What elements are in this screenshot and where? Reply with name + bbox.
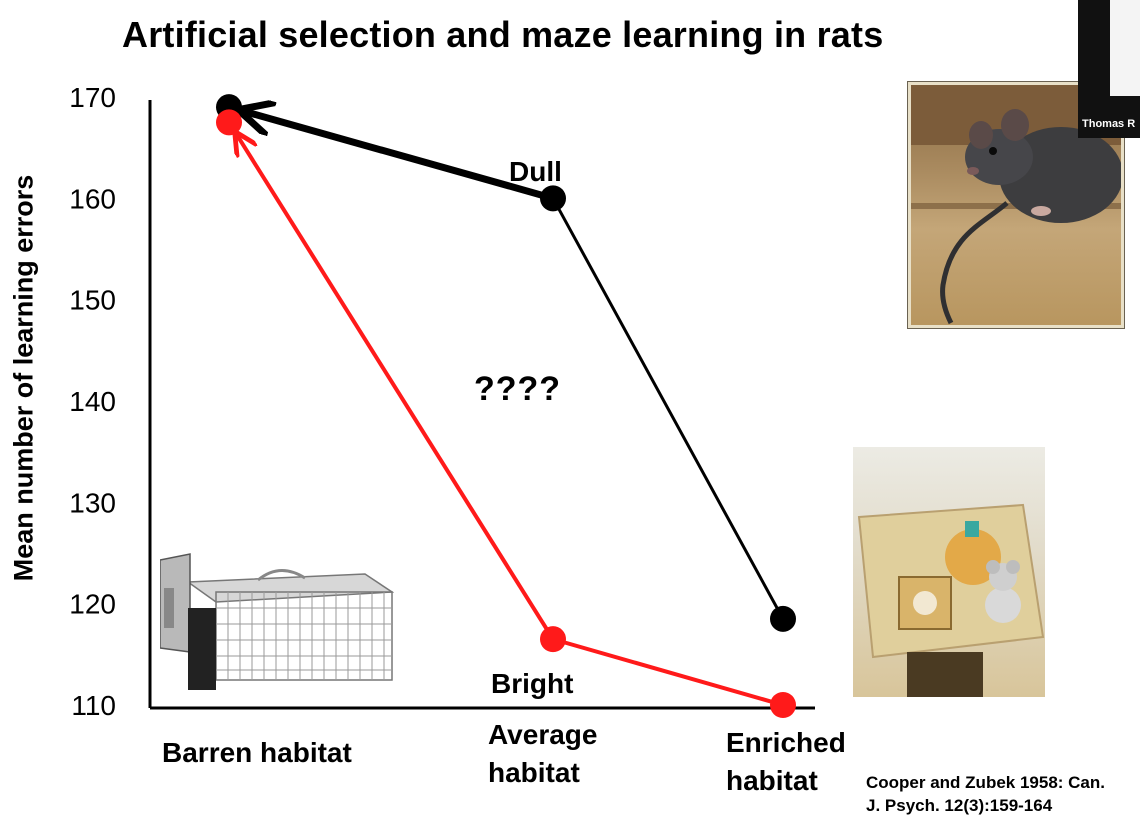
x-tick-label-enriched-line2: habitat: [726, 765, 818, 796]
data-point-dull-average-habitat: [540, 185, 566, 212]
slide-title: Artificial selection and maze learning i…: [122, 14, 884, 55]
series-points: [216, 94, 796, 718]
data-point-bright-average-habitat: [540, 626, 566, 653]
x-tick-label-barren-text: Barren habitat: [162, 737, 352, 768]
webcam-thumbnail[interactable]: Thomas R: [1078, 0, 1140, 138]
question-annotation: ????: [474, 370, 562, 408]
x-tick-label-barren: Barren habitat: [162, 734, 352, 772]
y-tick-labels: 170 160 150 140 130 120 110: [69, 82, 116, 721]
y-axis-label: Mean number of learning errors: [8, 174, 39, 582]
x-tick-label-average-line1: Average: [488, 719, 598, 750]
data-point-dull-enriched-habitat: [770, 605, 796, 632]
webcam-video: [1110, 0, 1140, 96]
enriched-habitat-photo: [853, 447, 1045, 697]
series-line-dull-average-enriched: [551, 197, 785, 620]
citation: Cooper and Zubek 1958: Can. J. Psych. 12…: [866, 771, 1105, 817]
y-tick-label: 130: [69, 487, 116, 518]
x-tick-label-enriched-line1: Enriched: [726, 727, 846, 758]
y-tick-label: 120: [69, 589, 116, 620]
citation-line1: Cooper and Zubek 1958: Can.: [866, 773, 1105, 792]
y-tick-label: 140: [69, 386, 116, 417]
series-arrow-dull: [242, 111, 554, 202]
series-arrow-bright: [236, 133, 555, 641]
x-tick-label-average-line2: habitat: [488, 757, 580, 788]
series-line-bright-average-enriched: [552, 637, 784, 707]
x-tick-label-average: Average habitat: [488, 716, 597, 792]
y-tick-label: 150: [69, 285, 116, 316]
y-tick-label: 160: [69, 183, 116, 214]
enriched-habitat-image: [857, 503, 1045, 697]
chart-axes: [148, 100, 815, 710]
citation-line2: J. Psych. 12(3):159-164: [866, 796, 1053, 815]
wire-cage-image: [160, 553, 394, 690]
x-tick-label-enriched: Enriched habitat: [726, 724, 846, 800]
data-point-bright-barren-habitat: [216, 109, 242, 136]
y-tick-label: 110: [71, 690, 116, 721]
data-point-bright-enriched-habitat: [770, 692, 796, 718]
series-label-dull: Dull: [509, 156, 562, 187]
y-tick-label: 170: [69, 82, 116, 113]
webcam-participant-name: Thomas R: [1082, 118, 1136, 130]
series-lines: [236, 111, 785, 707]
series-label-bright: Bright: [491, 668, 574, 699]
